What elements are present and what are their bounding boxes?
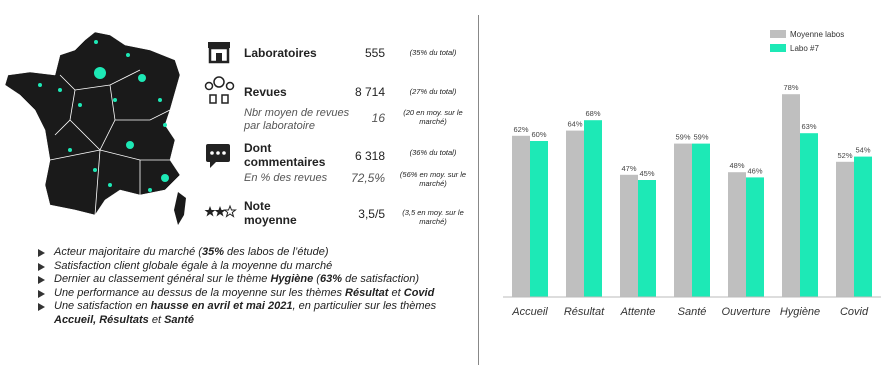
bullet-text: ( xyxy=(313,273,320,286)
stat-value: 555 xyxy=(364,46,385,60)
value-label: 63% xyxy=(801,122,816,131)
stat-sub-label: Nbr moyen de revues par laboratoire xyxy=(244,107,350,132)
stat-label: Note moyenne xyxy=(244,199,297,227)
value-label: 59% xyxy=(693,133,708,142)
bullet-text: Une performance au dessus de la moyenne … xyxy=(54,286,346,299)
stat-sub-value: 16 xyxy=(371,111,385,125)
bar xyxy=(854,156,872,297)
legend-swatch xyxy=(770,30,786,38)
bar xyxy=(782,94,800,297)
x-tick-label: Attente xyxy=(620,306,656,318)
bullet-text: Dernier au classement général sur le thè… xyxy=(54,273,271,286)
bullet: Dernier au classement général sur le thè… xyxy=(36,273,476,287)
x-tick-label: Hygiène xyxy=(780,306,820,318)
stat-note: (36% du total) xyxy=(409,148,457,157)
value-label: 48% xyxy=(729,161,744,170)
stat-sub-note: (56% en moy. sur le marché) xyxy=(399,170,467,188)
bullet-list: Acteur majoritaire du marché (35% des la… xyxy=(36,246,476,328)
value-label: 60% xyxy=(531,130,546,139)
value-label: 59% xyxy=(675,133,690,142)
bar xyxy=(566,130,584,297)
value-label: 46% xyxy=(747,166,762,175)
bullet-text: Santé xyxy=(164,313,195,326)
stat-label: Laboratoires xyxy=(244,46,317,60)
bullet: Satisfaction client globale égale à la m… xyxy=(36,260,476,274)
value-label: 62% xyxy=(513,125,528,134)
bar xyxy=(836,161,854,297)
bullet-text: Covid xyxy=(403,286,435,299)
stat-note: (27% du total) xyxy=(409,87,457,96)
bullet-text: , en particulier sur les thèmes xyxy=(292,300,437,313)
stat-label: Dont commentaires xyxy=(244,141,326,169)
stat-sub-label: En % des revues xyxy=(244,172,328,184)
value-label: 52% xyxy=(837,151,852,160)
bullet-text: hausse en avril et mai 2021 xyxy=(150,300,293,313)
value-label: 64% xyxy=(567,120,582,129)
bar xyxy=(674,143,692,297)
bullet-text: 35% xyxy=(201,246,224,258)
bullet-text: Acteur majoritaire du marché ( xyxy=(54,246,202,258)
france-map xyxy=(4,31,186,225)
stat-value: 6 318 xyxy=(354,149,385,163)
bullet-text: Accueil, Résultats xyxy=(54,313,149,326)
legend-label: Labo #7 xyxy=(790,44,819,53)
bullet: Une satisfaction en hausse en avril et m… xyxy=(36,300,476,327)
value-label: 45% xyxy=(639,169,654,178)
bullet-text: Une satisfaction en xyxy=(54,300,151,313)
bullet-text: Résultat xyxy=(345,286,389,299)
bullet-text: 63% xyxy=(319,273,343,286)
x-tick-label: Accueil xyxy=(511,306,548,318)
stat-value: 8 714 xyxy=(354,85,385,99)
bullet-text: des labos de l’étude) xyxy=(223,246,329,258)
value-label: 78% xyxy=(783,83,798,92)
bar xyxy=(638,180,656,297)
x-tick-label: Covid xyxy=(840,306,869,318)
bullet: Une performance au dessus de la moyenne … xyxy=(36,287,476,301)
stat-icons xyxy=(204,42,237,218)
x-tick-label: Ouverture xyxy=(722,306,771,318)
x-tick-label: Santé xyxy=(678,306,707,318)
bar xyxy=(746,177,764,297)
value-label: 47% xyxy=(621,164,636,173)
bullet-text: Satisfaction client globale égale à la m… xyxy=(54,259,333,272)
value-label: 68% xyxy=(585,109,600,118)
bar xyxy=(512,135,530,297)
bar xyxy=(584,120,602,297)
bar xyxy=(692,143,710,297)
value-label: 54% xyxy=(855,146,870,155)
bar xyxy=(620,174,638,297)
bullet-text: et xyxy=(148,313,165,326)
bullet-text: de satisfaction) xyxy=(342,273,420,286)
legend-swatch xyxy=(770,44,786,52)
bullet: Acteur majoritaire du marché (35% des la… xyxy=(36,246,476,260)
stat-sub-note: (20 en moy. sur le marché) xyxy=(403,108,463,126)
bar xyxy=(800,133,818,297)
legend-label: Moyenne labos xyxy=(790,30,844,39)
stat-label: Revues xyxy=(244,85,287,99)
divider xyxy=(478,15,479,365)
x-tick-label: Résultat xyxy=(564,306,605,318)
bar xyxy=(530,141,548,297)
bullet-text: et xyxy=(388,286,404,299)
bullet-text: Hygiène xyxy=(270,273,314,286)
stat-note: (35% du total) xyxy=(409,48,457,57)
bar xyxy=(728,172,746,297)
stat-note: (3,5 en moy. sur le marché) xyxy=(402,208,464,226)
stat-value: 3,5/5 xyxy=(358,207,385,221)
stat-sub-value: 72,5% xyxy=(350,171,385,185)
